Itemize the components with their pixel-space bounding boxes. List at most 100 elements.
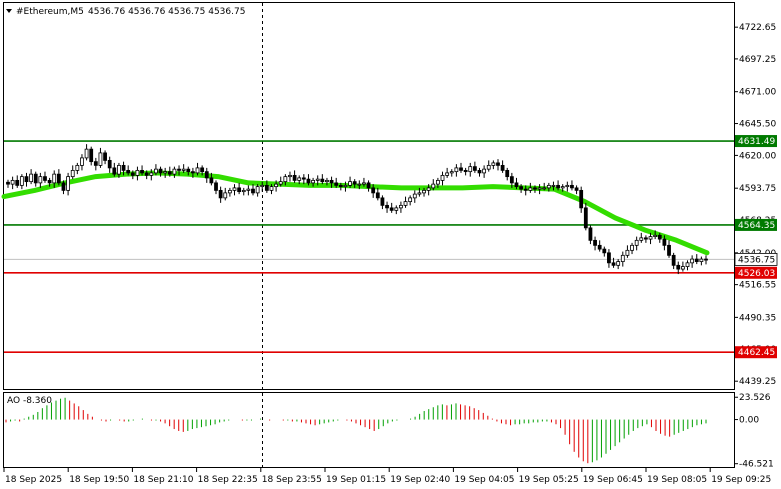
candle-body — [181, 168, 186, 171]
candle-body — [408, 197, 413, 203]
candle-body — [574, 187, 579, 191]
candle-body — [459, 167, 463, 171]
dropdown-triangle-icon[interactable] — [6, 9, 12, 13]
candle-body — [509, 176, 514, 184]
candle-body — [6, 181, 10, 185]
candle-body — [634, 239, 639, 246]
candle-body — [542, 187, 547, 190]
candle-body — [657, 234, 662, 240]
candle-body — [454, 167, 459, 173]
time-tick-label: 18 Sep 2025 — [5, 475, 62, 485]
candle-body — [463, 169, 468, 173]
candle-body — [417, 192, 422, 195]
candle-body — [639, 237, 644, 241]
candle-body — [200, 167, 205, 173]
candle-body — [477, 169, 482, 174]
time-axis: 18 Sep 2025 18 Sep 19:50 18 Sep 21:10 18 Se… — [3, 468, 771, 485]
candle-body — [52, 173, 57, 184]
candle-body — [362, 182, 366, 185]
candle-body — [519, 186, 523, 190]
level-tag-label: 4526.03 — [738, 269, 775, 279]
candle-body — [24, 176, 29, 183]
candle-body — [375, 192, 380, 199]
candle-body — [579, 189, 584, 209]
candle-body — [144, 172, 149, 176]
candle-body — [620, 254, 625, 262]
candle-body — [588, 227, 593, 241]
candle-body — [191, 171, 195, 174]
candle-body — [61, 182, 66, 191]
candle-body — [704, 258, 708, 261]
candle-body — [283, 176, 288, 183]
candle-body — [218, 189, 223, 199]
time-tick-label: 18 Sep 23:55 — [262, 475, 322, 485]
candle-body — [449, 171, 454, 174]
price-tick-label: 4697.25 — [739, 55, 776, 65]
time-tick-label: 19 Sep 09:25 — [711, 475, 771, 485]
candle-body — [528, 187, 533, 191]
candle-body — [260, 184, 265, 188]
candle-body — [523, 188, 528, 191]
candle-body — [468, 166, 473, 173]
candle-body — [241, 189, 246, 193]
candle-body — [616, 261, 621, 266]
candle-body — [43, 176, 47, 181]
candle-body — [500, 164, 505, 171]
candle-body — [320, 178, 325, 183]
candle-body — [117, 164, 121, 175]
candle-body — [472, 166, 477, 171]
candle-body — [583, 207, 588, 229]
time-tick-label: 19 Sep 01:15 — [326, 475, 386, 485]
candle-body — [237, 187, 242, 193]
ao-tick-label: -46.521 — [739, 460, 774, 470]
candle-body — [186, 168, 191, 173]
candle-body — [15, 179, 20, 186]
candle-body — [315, 178, 320, 181]
ao-tick-label: 0.00 — [739, 416, 759, 426]
time-tick-label: 19 Sep 06:45 — [583, 475, 643, 485]
candle-body — [33, 173, 38, 184]
candle-body — [426, 187, 431, 191]
candle-body — [394, 207, 399, 211]
price-tick-label: 4516.55 — [739, 281, 776, 291]
candle-body — [10, 179, 15, 185]
candle-body — [644, 237, 648, 240]
candle-body — [343, 184, 348, 188]
price-tick-label: 4620.00 — [739, 151, 776, 161]
candle-body — [121, 164, 126, 171]
candle-body — [75, 164, 80, 171]
candle-body — [546, 184, 551, 189]
candle-body — [533, 187, 537, 190]
candle-body — [496, 162, 500, 166]
ao-pane-frame — [3, 392, 735, 468]
candle-body — [66, 176, 70, 191]
candle-body — [149, 172, 154, 176]
candle-body — [107, 159, 112, 169]
time-tick-label: 19 Sep 02:40 — [390, 475, 450, 485]
price-tick-label: 4593.75 — [739, 184, 776, 194]
price-tick-label: 4490.35 — [739, 313, 776, 323]
candle-body — [84, 148, 89, 159]
candle-body — [172, 168, 177, 175]
candle-body — [269, 186, 274, 191]
candle-body — [514, 182, 519, 188]
current-price-tag — [734, 252, 778, 266]
candle-body — [380, 197, 385, 206]
candle-body — [274, 183, 279, 188]
candle-body — [593, 239, 597, 246]
candle-body — [29, 173, 34, 183]
candle-body — [385, 204, 389, 209]
ao-axis: 23.526 0.00 -46.521 — [734, 393, 774, 470]
candle-body — [482, 168, 487, 174]
candle-body — [399, 204, 403, 209]
candle-body — [112, 167, 117, 175]
candle-body — [47, 179, 52, 184]
candle-body — [690, 258, 695, 264]
time-tick-label: 19 Sep 05:25 — [519, 475, 579, 485]
candle-body — [163, 171, 168, 174]
candle-body — [255, 186, 260, 194]
candle-body — [334, 182, 339, 186]
level-tag-label: 4631.49 — [738, 137, 775, 147]
price-tick-label: 4645.50 — [739, 120, 776, 130]
